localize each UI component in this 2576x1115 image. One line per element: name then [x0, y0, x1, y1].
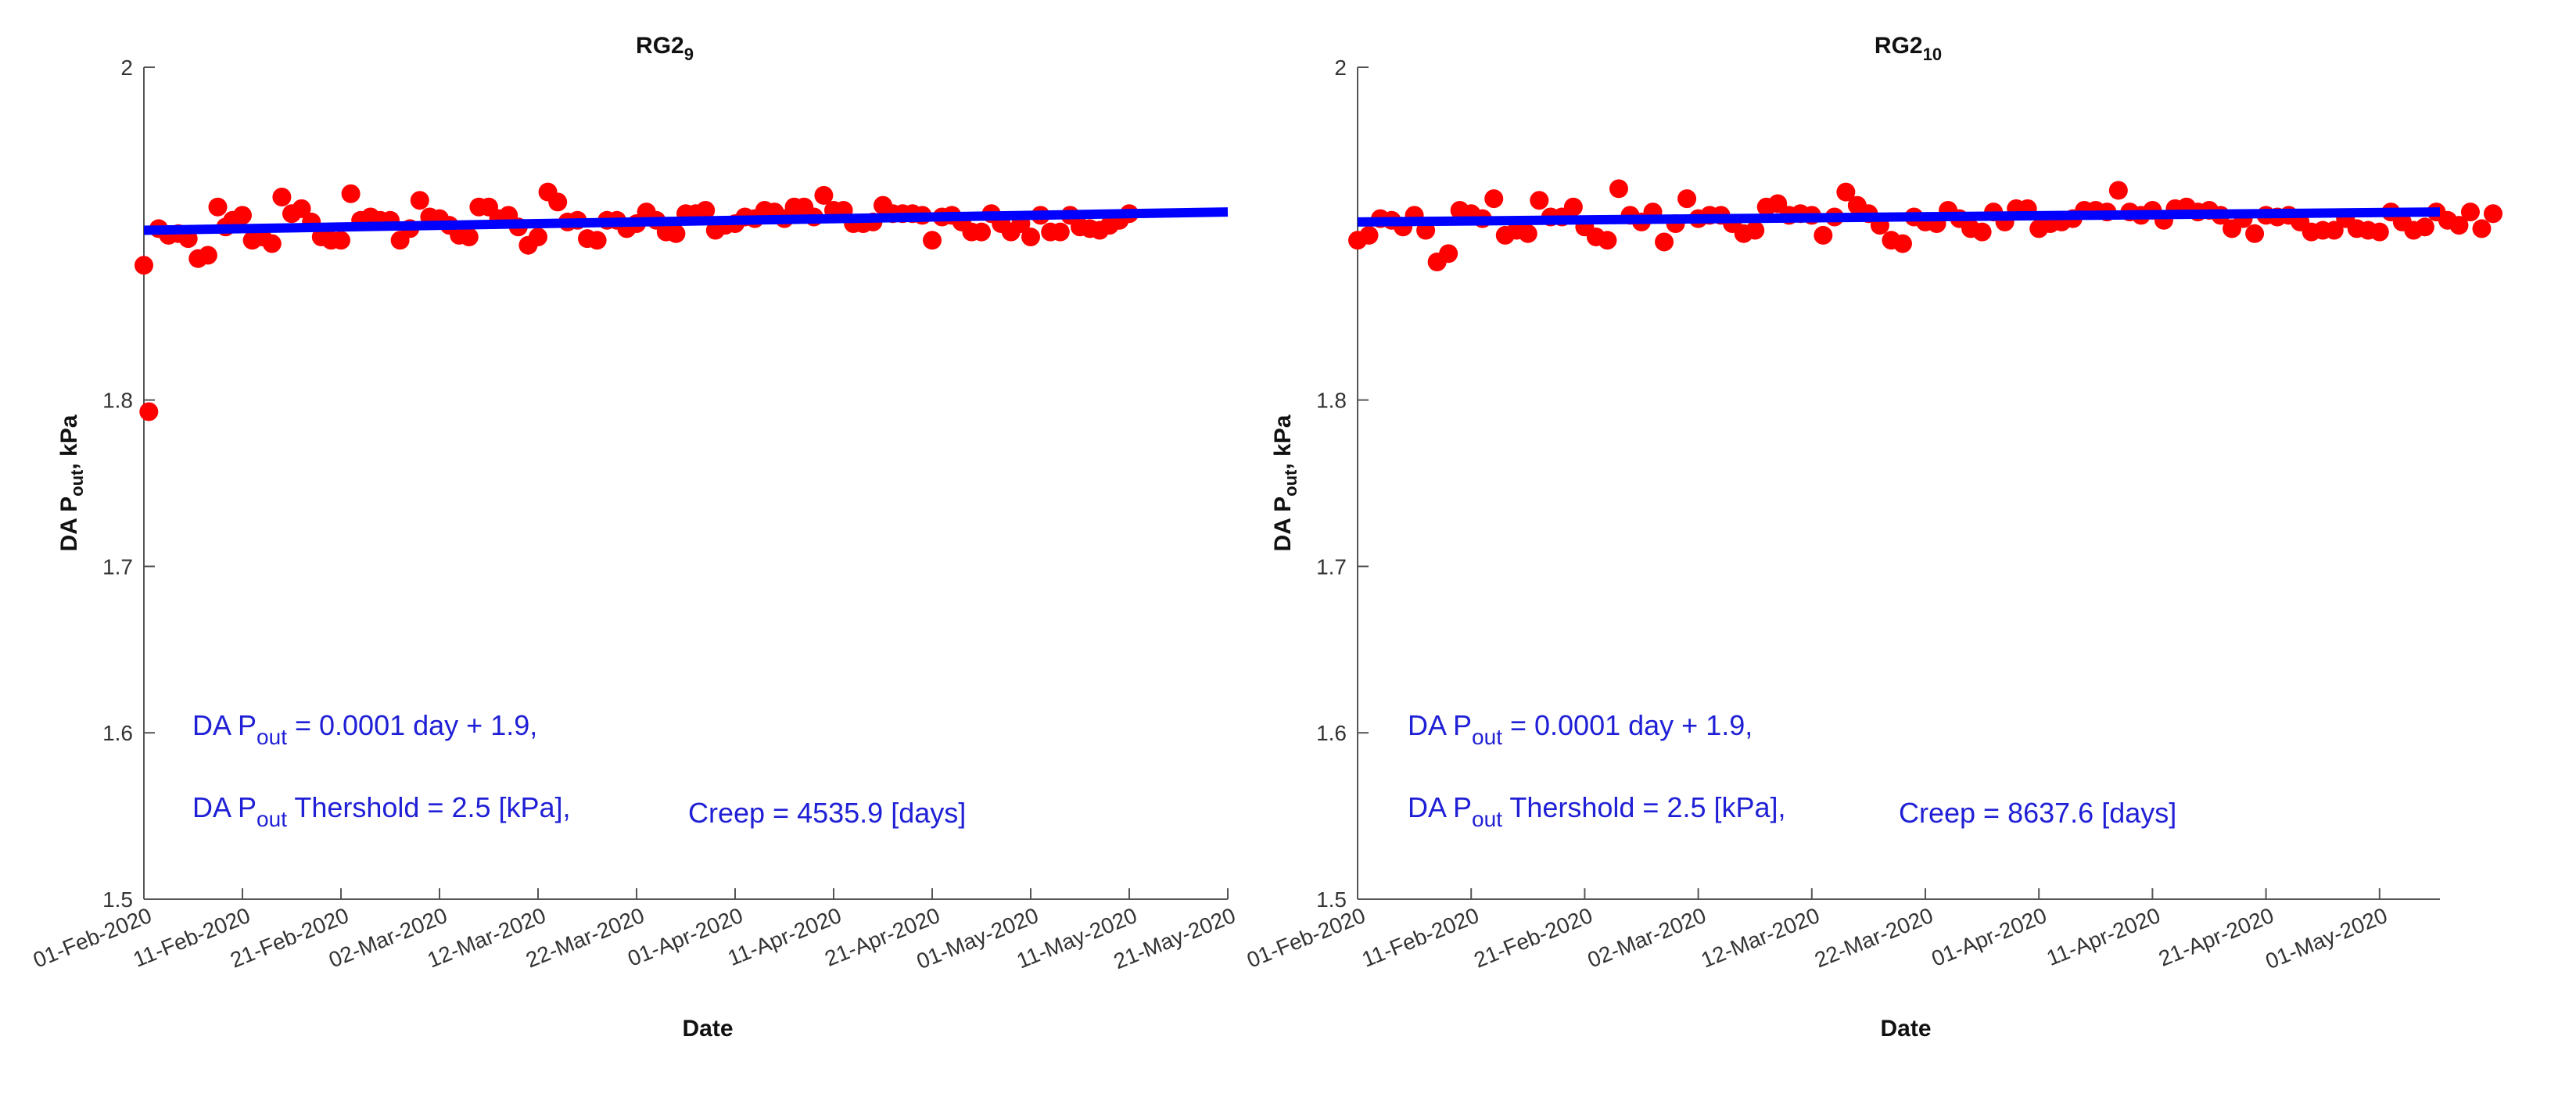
data-point [529, 228, 547, 247]
data-point [1359, 225, 1379, 245]
data-point [1484, 189, 1504, 209]
data-point [1530, 191, 1549, 210]
x-tick-label: 11-Feb-2020 [1358, 903, 1482, 972]
data-point [587, 231, 607, 250]
data-point [1021, 228, 1040, 247]
data-point [2324, 220, 2344, 240]
data-point [1972, 222, 1992, 242]
data-point [1518, 224, 1537, 243]
x-tick-label: 02-Mar-2020 [1584, 903, 1710, 973]
y-tick-label: 1.6 [1316, 721, 1347, 745]
y-tick-label: 2 [120, 56, 133, 80]
y-ticks: 1.5 1.6 1.7 1.8 2 [1316, 56, 1369, 912]
y-tick-label: 2 [1334, 56, 1347, 80]
x-ticks: 01-Feb-202011-Feb-202021-Feb-202002-Mar-… [1243, 888, 2391, 973]
creep-text: Creep = 4535.9 [days] [688, 797, 966, 829]
data-point [2108, 181, 2128, 200]
data-points [1348, 179, 2502, 271]
chart-title: RG210 [1875, 33, 1942, 64]
data-point [2449, 216, 2469, 235]
y-tick-label: 1.8 [102, 389, 133, 413]
x-tick-label: 21-Feb-2020 [1470, 903, 1595, 973]
y-tick-label: 1.6 [102, 721, 133, 745]
y-ticks: 1.5 1.6 1.7 1.8 2 [102, 56, 155, 912]
data-point [1893, 234, 1912, 253]
data-point [1439, 244, 1458, 264]
x-tick-label: 11-Apr-2020 [2043, 903, 2164, 970]
data-point [1745, 220, 1765, 240]
data-point [410, 191, 429, 210]
x-tick-label: 01-May-2020 [2262, 903, 2391, 974]
threshold-text: DA Pout Thershold = 2.5 [kPa], [1408, 791, 1786, 831]
data-point [2484, 204, 2502, 224]
data-point [332, 231, 350, 250]
fit-line [1357, 207, 2441, 227]
data-point [696, 201, 716, 220]
data-point [292, 199, 311, 218]
x-tick-label: 21-Apr-2020 [2155, 903, 2277, 971]
x-axis-label: Date [1880, 1016, 1931, 1042]
data-point [2460, 203, 2480, 222]
data-point [666, 224, 686, 243]
y-tick-label: 1.7 [1316, 554, 1347, 579]
data-point [2245, 224, 2265, 243]
data-point [2472, 219, 2492, 238]
chart-title: RG29 [636, 33, 694, 64]
fit-equation: DA Pout = 0.0001 day + 1.9, [192, 709, 537, 749]
data-point [233, 206, 252, 225]
y-tick-label: 1.5 [1316, 887, 1347, 912]
data-point [1563, 197, 1583, 217]
chart-panel-rg2-10: RG210 1.5 1.6 1.7 1.8 2 01-Feb-202011-Feb-20… [1243, 33, 2502, 1042]
data-point [1814, 225, 1833, 245]
y-axis-label: DA Pout, kPa [56, 414, 87, 551]
data-point [198, 246, 217, 265]
threshold-text: DA Pout Thershold = 2.5 [kPa], [192, 791, 571, 831]
data-point [814, 185, 834, 205]
x-tick-label: 01-Feb-2020 [1243, 903, 1369, 973]
data-point [135, 256, 153, 275]
data-point [139, 402, 159, 421]
data-point [548, 192, 568, 212]
fit-equation: DA Pout = 0.0001 day + 1.9, [1408, 709, 1753, 749]
y-tick-label: 1.5 [102, 887, 133, 912]
data-point [2370, 222, 2389, 242]
x-axis-label: Date [682, 1016, 733, 1042]
x-ticks: 01-Feb-202011-Feb-202021-Feb-202002-Mar-… [30, 888, 1239, 973]
data-point [972, 222, 991, 242]
data-point [1677, 189, 1697, 209]
y-axis-label: DA Pout, kPa [1270, 414, 1301, 551]
data-point [341, 184, 361, 203]
data-point [2415, 217, 2434, 237]
x-tick-label: 12-Mar-2020 [1698, 903, 1823, 973]
chart-panel-rg2-9: RG29 1.5 1.6 1.7 1.8 2 01-Feb-202011-Feb-202… [30, 33, 1239, 1042]
data-point [1598, 231, 1617, 250]
x-tick-label: 01-Apr-2020 [1928, 903, 2050, 971]
data-point [1609, 179, 1628, 199]
data-point [1836, 182, 1856, 202]
data-point [459, 228, 479, 247]
fit-line [143, 207, 1229, 235]
data-point [1768, 194, 1788, 213]
data-point [262, 234, 282, 253]
data-point [208, 197, 228, 217]
data-point [923, 231, 942, 250]
y-tick-label: 1.8 [1316, 389, 1347, 413]
x-tick-label: 22-Mar-2020 [1811, 903, 1936, 973]
y-tick-label: 1.7 [102, 554, 133, 579]
data-point [1050, 222, 1070, 242]
creep-text: Creep = 8637.6 [days] [1899, 797, 2176, 829]
data-point [272, 187, 292, 206]
data-point [1655, 232, 1674, 252]
